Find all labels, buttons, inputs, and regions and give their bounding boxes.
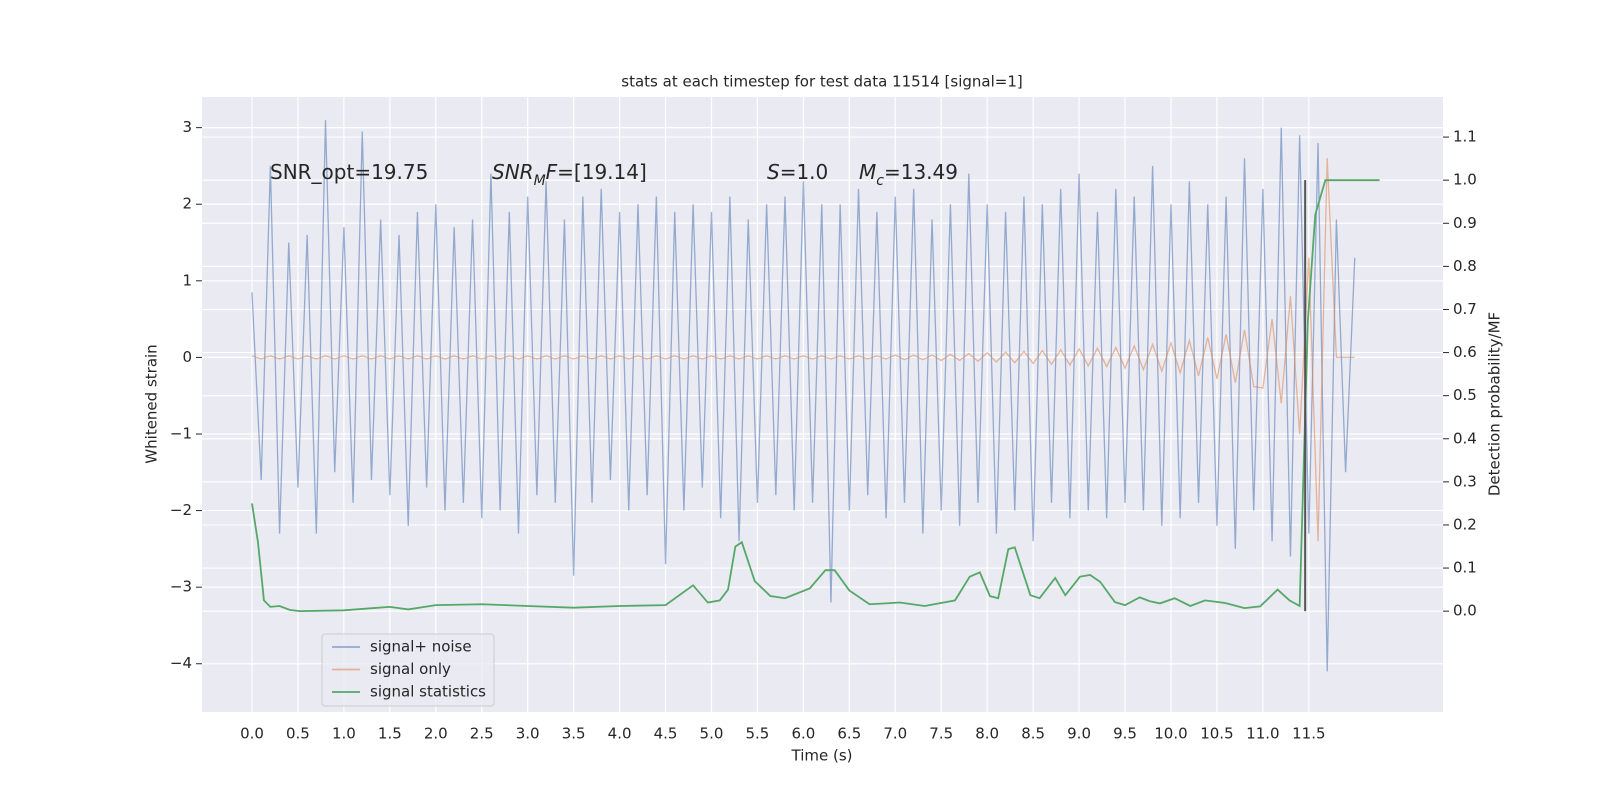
x-tick-label: 5.0 — [700, 725, 724, 743]
annotation-part: SNR — [492, 160, 534, 184]
series-line — [251, 158, 1355, 542]
annotation-part: c — [876, 173, 884, 189]
annotation-part: M — [534, 173, 546, 189]
x-tick-label: 9.0 — [1067, 725, 1091, 743]
y2-tick-label: 1.0 — [1453, 171, 1477, 189]
x-tick-label: 10.5 — [1200, 725, 1233, 743]
x-tick-label: 8.0 — [975, 725, 999, 743]
chart-title: stats at each timestep for test data 115… — [621, 73, 1022, 91]
x-tick-label: 7.5 — [929, 725, 953, 743]
annotation-part: F — [546, 160, 558, 184]
annotation-part: S — [767, 160, 780, 184]
y2-tick-label: 0.2 — [1453, 515, 1477, 533]
x-tick-label: 7.0 — [883, 725, 907, 743]
y-tick-label: 2 — [182, 195, 192, 213]
legend-label: signal only — [370, 660, 451, 678]
y2-tick-label: 0.4 — [1453, 429, 1477, 447]
y2-tick-label: 0.1 — [1453, 559, 1477, 577]
annotation: Mc=13.49 — [859, 160, 958, 190]
x-tick-label: 6.5 — [837, 725, 861, 743]
y2-tick-label: 0.3 — [1453, 472, 1477, 490]
x-tick-label: 0.0 — [240, 725, 264, 743]
x-tick-label: 3.0 — [516, 725, 540, 743]
x-tick-label: 11.5 — [1292, 725, 1325, 743]
annotation: S=1.0 — [767, 160, 828, 184]
series-line — [251, 179, 1380, 613]
legend-box — [321, 633, 495, 707]
x-tick-label: 4.0 — [608, 725, 632, 743]
annotation: SNR_opt=19.75 — [270, 160, 428, 184]
annotation-part: =13.49 — [884, 160, 958, 184]
x-tick-label: 11.0 — [1246, 725, 1279, 743]
y-tick-label: 3 — [182, 118, 192, 136]
y2-tick-label: 0.9 — [1453, 214, 1477, 232]
x-tick-label: 9.5 — [1113, 725, 1137, 743]
y-tick-label: 0 — [182, 348, 192, 366]
x-tick-label: 4.5 — [654, 725, 678, 743]
x-axis-label: Time (s) — [791, 747, 853, 765]
y-tick-label: −2 — [170, 501, 192, 519]
y2-tick-label: 0.6 — [1453, 343, 1477, 361]
x-tick-label: 5.5 — [746, 725, 770, 743]
legend-label: signal+ noise — [370, 638, 472, 656]
annotation-part: =1.0 — [780, 160, 829, 184]
y-axis-label: Whitened strain — [143, 344, 161, 463]
y2-tick-label: 0.0 — [1453, 602, 1477, 620]
y-tick-label: −4 — [170, 654, 192, 672]
x-tick-label: 1.0 — [332, 725, 356, 743]
x-tick-label: 0.5 — [286, 725, 310, 743]
y2-tick-label: 0.5 — [1453, 386, 1477, 404]
y-tick-label: −1 — [170, 424, 192, 442]
annotation-part: =[19.14] — [557, 160, 647, 184]
y2-tick-label: 1.1 — [1453, 128, 1477, 146]
y-tick-label: 1 — [182, 271, 192, 289]
x-tick-label: 3.5 — [562, 725, 586, 743]
annotation-part: M — [859, 160, 876, 184]
y2-tick-label: 0.7 — [1453, 300, 1477, 318]
legend-label: signal statistics — [370, 683, 486, 701]
x-tick-label: 6.0 — [791, 725, 815, 743]
x-tick-label: 10.0 — [1154, 725, 1187, 743]
series-line — [251, 119, 1356, 672]
y2-tick-label: 0.8 — [1453, 257, 1477, 275]
x-tick-label: 2.0 — [424, 725, 448, 743]
x-tick-label: 8.5 — [1021, 725, 1045, 743]
y-tick-label: −3 — [170, 578, 192, 596]
annotation-part: SNR_opt=19.75 — [270, 160, 428, 184]
y2-axis-label: Detection probability/MF — [1486, 312, 1504, 496]
x-tick-label: 2.5 — [470, 725, 494, 743]
x-tick-label: 1.5 — [378, 725, 402, 743]
annotation: SNRMF=[19.14] — [492, 160, 647, 190]
